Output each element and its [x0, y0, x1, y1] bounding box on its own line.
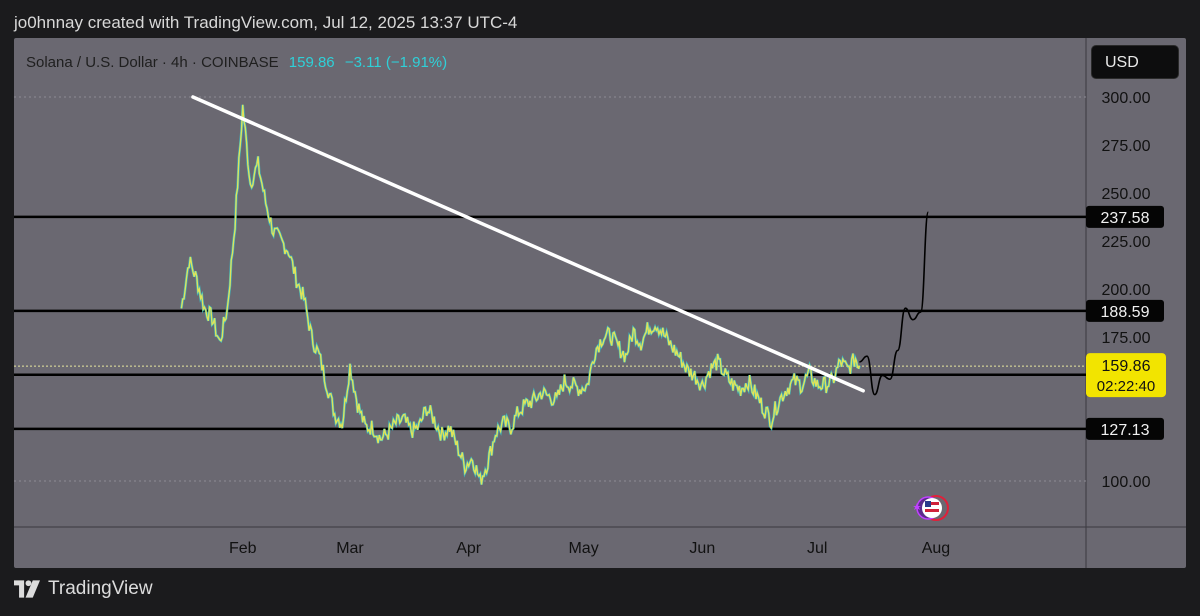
countdown-label: 02:22:40	[1097, 378, 1155, 395]
x-tick-label: Aug	[922, 540, 950, 557]
flag-stripe	[925, 509, 939, 512]
x-tick-label: Jul	[807, 540, 827, 557]
level-badge	[1086, 417, 1164, 440]
level-badge	[1086, 205, 1164, 228]
x-tick-label: May	[568, 540, 598, 557]
projection-path[interactable]	[859, 211, 930, 396]
y-tick-label: 100.00	[1102, 474, 1151, 491]
price-series-shadow	[180, 104, 861, 485]
y-tick-label: 175.00	[1102, 330, 1151, 347]
level-label: 237.58	[1101, 210, 1150, 227]
y-tick-label: 300.00	[1102, 90, 1151, 107]
current-price-label: 159.86	[1102, 358, 1151, 375]
y-tick-label: 225.00	[1102, 234, 1151, 251]
branding-text: TradingView	[48, 578, 153, 599]
level-label: 127.13	[1101, 422, 1150, 439]
economic-events-icon[interactable]	[913, 503, 921, 510]
x-tick-label: Apr	[456, 540, 482, 557]
level-badge	[1086, 299, 1164, 322]
chart-panel[interactable]: 300.00 275.00 250.00 225.00 200.00 175.00 100.…	[14, 38, 1186, 568]
level-label: 188.59	[1101, 304, 1150, 321]
tradingview-logo-icon	[14, 580, 40, 598]
branding-footer: TradingView	[14, 578, 153, 600]
currency-button[interactable]: USD	[1091, 45, 1179, 79]
y-tick-label: 275.00	[1102, 138, 1151, 155]
symbol-name: Solana / U.S. Dollar · 4h · COINBASE	[26, 54, 279, 71]
current-price-badge	[1086, 353, 1166, 398]
legend-change: −3.11 (−1.91%)	[344, 54, 448, 71]
symbol-legend: Solana / U.S. Dollar · 4h · COINBASE 159…	[26, 54, 447, 71]
x-tick-label: Feb	[229, 540, 257, 557]
flag-canton	[925, 501, 931, 507]
legend-price: 159.86	[288, 54, 335, 71]
x-tick-label: Mar	[336, 540, 364, 557]
y-tick-label: 250.00	[1102, 186, 1151, 203]
y-tick-label: 200.00	[1102, 282, 1151, 299]
flag-stripe	[925, 502, 939, 505]
chart-caption: jo0hnnay created with TradingView.com, J…	[14, 13, 518, 32]
price-chart[interactable]: 300.00 275.00 250.00 225.00 200.00 175.00 100.…	[14, 38, 1186, 568]
trendline[interactable]	[191, 95, 865, 393]
price-series-line[interactable]	[180, 104, 861, 485]
x-tick-label: Jun	[689, 540, 715, 557]
